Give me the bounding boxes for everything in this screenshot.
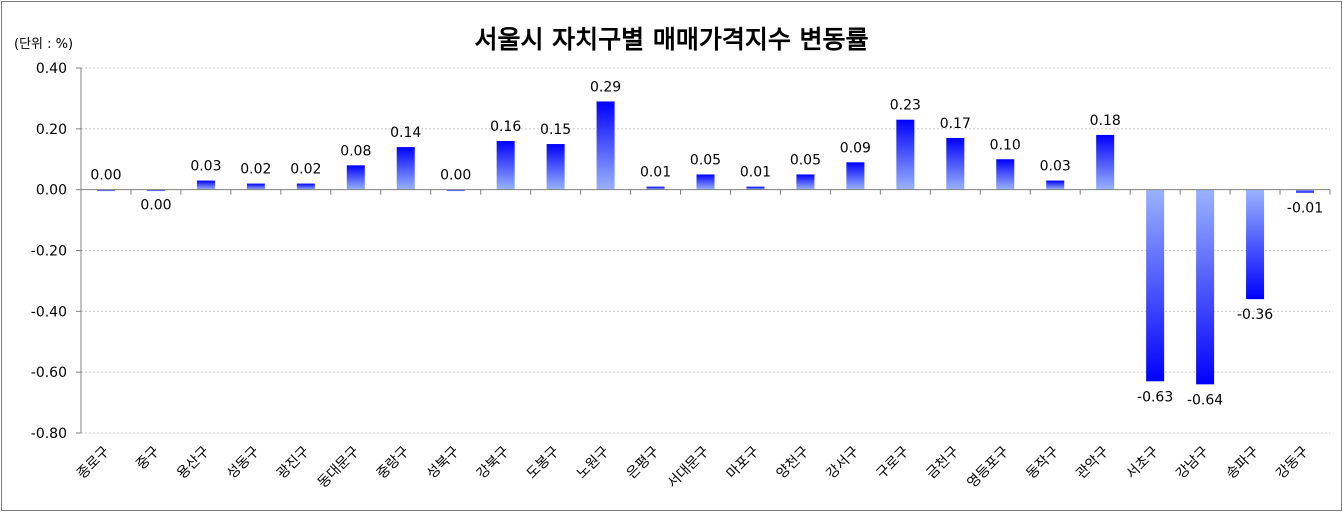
y-tick-label: -0.80 bbox=[31, 426, 67, 442]
x-tick-label: 영등포구 bbox=[964, 443, 1012, 491]
data-label: 0.05 bbox=[790, 152, 821, 168]
data-label: 0.10 bbox=[990, 137, 1021, 153]
data-label: 0.03 bbox=[1040, 159, 1071, 175]
unit-label: (단위 : %) bbox=[14, 37, 74, 52]
bar bbox=[1146, 189, 1165, 382]
y-tick-label: -0.60 bbox=[31, 365, 67, 381]
data-label: 0.05 bbox=[690, 152, 721, 168]
bar bbox=[1196, 189, 1215, 385]
chart-title: 서울시 자치구별 매매가격지수 변동률 bbox=[474, 25, 869, 54]
data-label: 0.29 bbox=[590, 79, 621, 95]
bar bbox=[546, 144, 565, 190]
bar bbox=[96, 189, 115, 192]
data-label: 0.03 bbox=[190, 159, 221, 175]
y-tick-label: -0.20 bbox=[31, 244, 67, 260]
data-label: 0.02 bbox=[240, 162, 271, 178]
data-label: 0.08 bbox=[340, 143, 371, 159]
x-tick-label: 강동구 bbox=[1273, 443, 1312, 482]
y-tick-label: -0.40 bbox=[31, 304, 67, 320]
x-tick-label: 양천구 bbox=[774, 443, 813, 482]
data-label: 0.00 bbox=[440, 168, 471, 184]
bar bbox=[846, 162, 865, 190]
bar bbox=[996, 159, 1015, 190]
y-tick-label: 0.00 bbox=[36, 183, 67, 199]
x-tick-label: 용산구 bbox=[174, 443, 213, 482]
x-tick-label: 성동구 bbox=[224, 443, 263, 482]
bar bbox=[1296, 189, 1315, 193]
x-tick-label: 동대문구 bbox=[315, 443, 363, 491]
x-tick-label: 송파구 bbox=[1223, 443, 1262, 482]
bar bbox=[446, 189, 465, 192]
bar bbox=[946, 137, 965, 190]
bar bbox=[1096, 134, 1115, 190]
x-tick-label: 강서구 bbox=[824, 443, 863, 482]
y-tick-label: 0.20 bbox=[36, 122, 67, 138]
bar bbox=[496, 141, 515, 190]
x-tick-label: 도봉구 bbox=[524, 443, 563, 482]
bar bbox=[796, 174, 815, 190]
bar bbox=[696, 174, 715, 190]
x-tick-label: 강북구 bbox=[474, 443, 513, 482]
data-label: 0.14 bbox=[390, 125, 421, 141]
x-tick-label: 중구 bbox=[133, 443, 163, 473]
data-label: 0.23 bbox=[890, 98, 921, 114]
data-label: -0.01 bbox=[1287, 201, 1323, 217]
data-label: 0.17 bbox=[940, 116, 971, 132]
x-tick-label: 구로구 bbox=[874, 443, 913, 482]
data-label: 0.15 bbox=[540, 122, 571, 138]
x-tick-label: 노원구 bbox=[574, 443, 613, 482]
x-tick-label: 동작구 bbox=[1023, 443, 1062, 482]
x-tick-label: 강남구 bbox=[1173, 443, 1212, 482]
x-tick-label: 종로구 bbox=[74, 443, 113, 482]
bar bbox=[396, 147, 415, 190]
x-tick-label: 금천구 bbox=[923, 443, 962, 482]
data-label: -0.36 bbox=[1237, 307, 1273, 323]
x-tick-label: 광진구 bbox=[274, 443, 313, 482]
bar bbox=[296, 183, 315, 190]
data-label: 0.02 bbox=[290, 162, 321, 178]
x-tick-label: 서대문구 bbox=[665, 443, 713, 491]
data-label: 0.01 bbox=[640, 165, 671, 181]
data-label: -0.64 bbox=[1187, 392, 1223, 408]
data-label: 0.00 bbox=[140, 198, 171, 214]
bar bbox=[146, 189, 165, 192]
bar bbox=[646, 186, 665, 190]
bar bbox=[596, 101, 615, 190]
bar bbox=[1246, 189, 1265, 300]
y-tick-label: 0.40 bbox=[36, 61, 67, 77]
bar bbox=[746, 186, 765, 190]
data-label: 0.09 bbox=[840, 140, 871, 156]
x-tick-label: 관악구 bbox=[1073, 443, 1112, 482]
bar bbox=[196, 180, 215, 190]
bar bbox=[346, 165, 365, 190]
x-tick-label: 중랑구 bbox=[374, 443, 413, 482]
bar bbox=[246, 183, 265, 190]
data-label: 0.18 bbox=[1090, 113, 1121, 129]
bar bbox=[1046, 180, 1065, 190]
x-tick-label: 마포구 bbox=[724, 443, 763, 482]
data-label: 0.01 bbox=[740, 165, 771, 181]
data-label: 0.16 bbox=[490, 119, 521, 135]
bar bbox=[896, 119, 915, 190]
data-label: -0.63 bbox=[1137, 389, 1173, 405]
x-tick-label: 은평구 bbox=[624, 443, 663, 482]
x-tick-label: 서초구 bbox=[1123, 443, 1162, 482]
data-label: 0.00 bbox=[90, 168, 121, 184]
x-tick-label: 성북구 bbox=[424, 443, 463, 482]
